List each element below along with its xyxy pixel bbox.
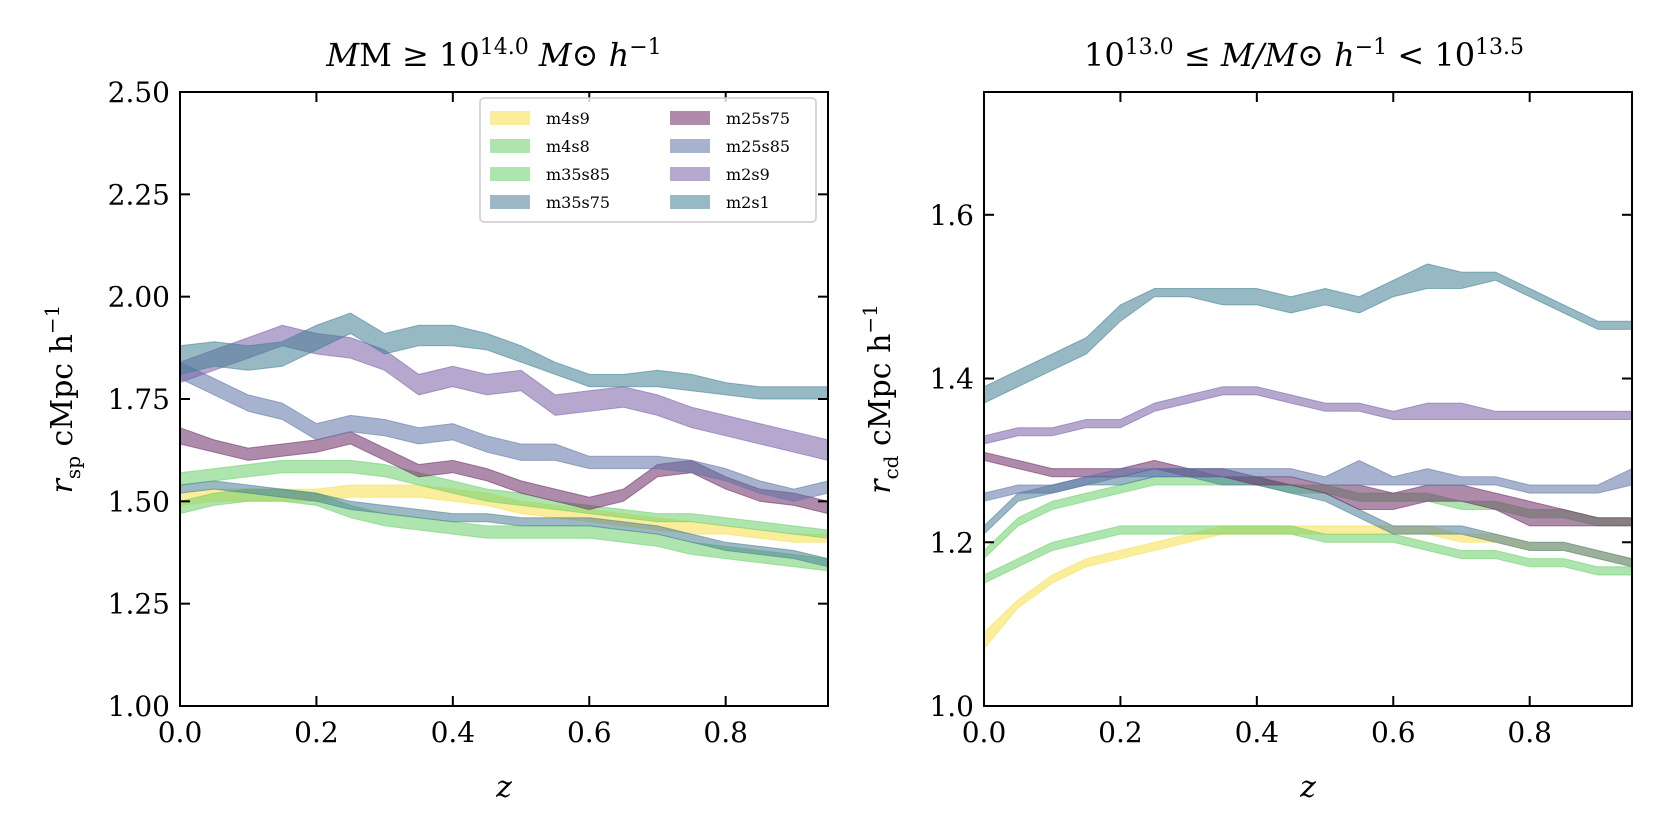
legend-swatch-m25s75: [670, 111, 710, 125]
left-panel: MM ≥ 1014.0 M⊙ h−1 0.0 0.2 0.4 0.6 0.8 1.00 1.…: [40, 35, 829, 805]
right-band-m2s9: [983, 386, 1633, 445]
left-panel-ylabel: rsp cMpc h−1: [40, 305, 85, 494]
right-xtick-label: 0.0: [962, 716, 1007, 749]
legend-swatch-m35s85: [490, 167, 530, 181]
left-ytick-label: 1.25: [108, 588, 170, 621]
right-xtick-label: 0.4: [1235, 716, 1280, 749]
right-xtick-label: 0.8: [1507, 716, 1552, 749]
legend-swatch-m4s8: [490, 139, 530, 153]
left-panel-legend: m4s9 m4s8 m35s85 m35s75 m25s75 m25s85 m2s9 m2s1: [479, 97, 817, 223]
left-panel-xlabel: z: [495, 770, 512, 805]
right-ytick-label: 1.6: [929, 199, 974, 232]
left-ytick-label: 2.00: [108, 281, 170, 314]
left-ytick-label: 1.50: [108, 485, 170, 518]
left-xtick-label: 0.2: [294, 716, 339, 749]
left-panel-frame: [179, 91, 829, 707]
left-xtick-label: 0.6: [567, 716, 612, 749]
left-ytick-label: 1.00: [108, 690, 170, 723]
legend-swatch-m2s9: [670, 167, 710, 181]
right-panel-title: 1013.0 ≤ M/M⊙ h−1 < 1013.5: [1084, 35, 1524, 74]
right-ytick-label: 1.2: [929, 526, 974, 559]
legend-label-m4s8: m4s8: [546, 137, 590, 156]
right-panel-ylabel: rcd cMpc h−1: [858, 304, 903, 494]
right-xtick-label: 0.2: [1098, 716, 1143, 749]
legend-swatch-m35s75: [490, 195, 530, 209]
right-panel-series: [983, 263, 1633, 651]
left-xtick-label: 0.8: [703, 716, 748, 749]
right-panel-axes: 0.0 0.2 0.4 0.6 0.8 1.0 1.2 1.4 1.6: [929, 92, 1632, 749]
right-ytick-label: 1.0: [929, 690, 974, 723]
left-ytick-label: 1.75: [108, 383, 170, 416]
left-panel-axes: 0.0 0.2 0.4 0.6 0.8 1.00 1.25 1.50 1.75 2.00 2.25 2…: [108, 76, 828, 749]
right-band-m2s1: [983, 263, 1633, 404]
legend-label-m2s1: m2s1: [726, 193, 770, 212]
left-ytick-label: 2.25: [108, 178, 170, 211]
right-panel-xlabel: z: [1299, 770, 1316, 805]
legend-swatch-m2s1: [670, 195, 710, 209]
left-panel-title: MM ≥ 1014.0 M⊙ h−1: [325, 35, 661, 74]
legend-box: [479, 97, 817, 223]
right-panel: 1013.0 ≤ M/M⊙ h−1 < 1013.5 0.0 0.2 0.4 0.6 0…: [858, 35, 1633, 805]
right-panel-frame: [983, 91, 1633, 707]
left-panel-series: [179, 312, 829, 572]
left-ytick-label: 2.50: [108, 76, 170, 109]
legend-label-m4s9: m4s9: [546, 109, 590, 128]
legend-swatch-m4s9: [490, 111, 530, 125]
left-xtick-label: 0.0: [158, 716, 203, 749]
legend-label-m2s9: m2s9: [726, 165, 770, 184]
right-ytick-label: 1.4: [929, 363, 974, 396]
legend-label-m35s85: m35s85: [546, 165, 610, 184]
legend-swatch-m25s85: [670, 139, 710, 153]
legend-label-m25s75: m25s75: [726, 109, 790, 128]
legend-label-m25s85: m25s85: [726, 137, 790, 156]
right-xtick-label: 0.6: [1371, 716, 1416, 749]
left-xtick-label: 0.4: [431, 716, 476, 749]
right-band-m35s85: [983, 525, 1633, 584]
legend-label-m35s75: m35s75: [546, 193, 610, 212]
